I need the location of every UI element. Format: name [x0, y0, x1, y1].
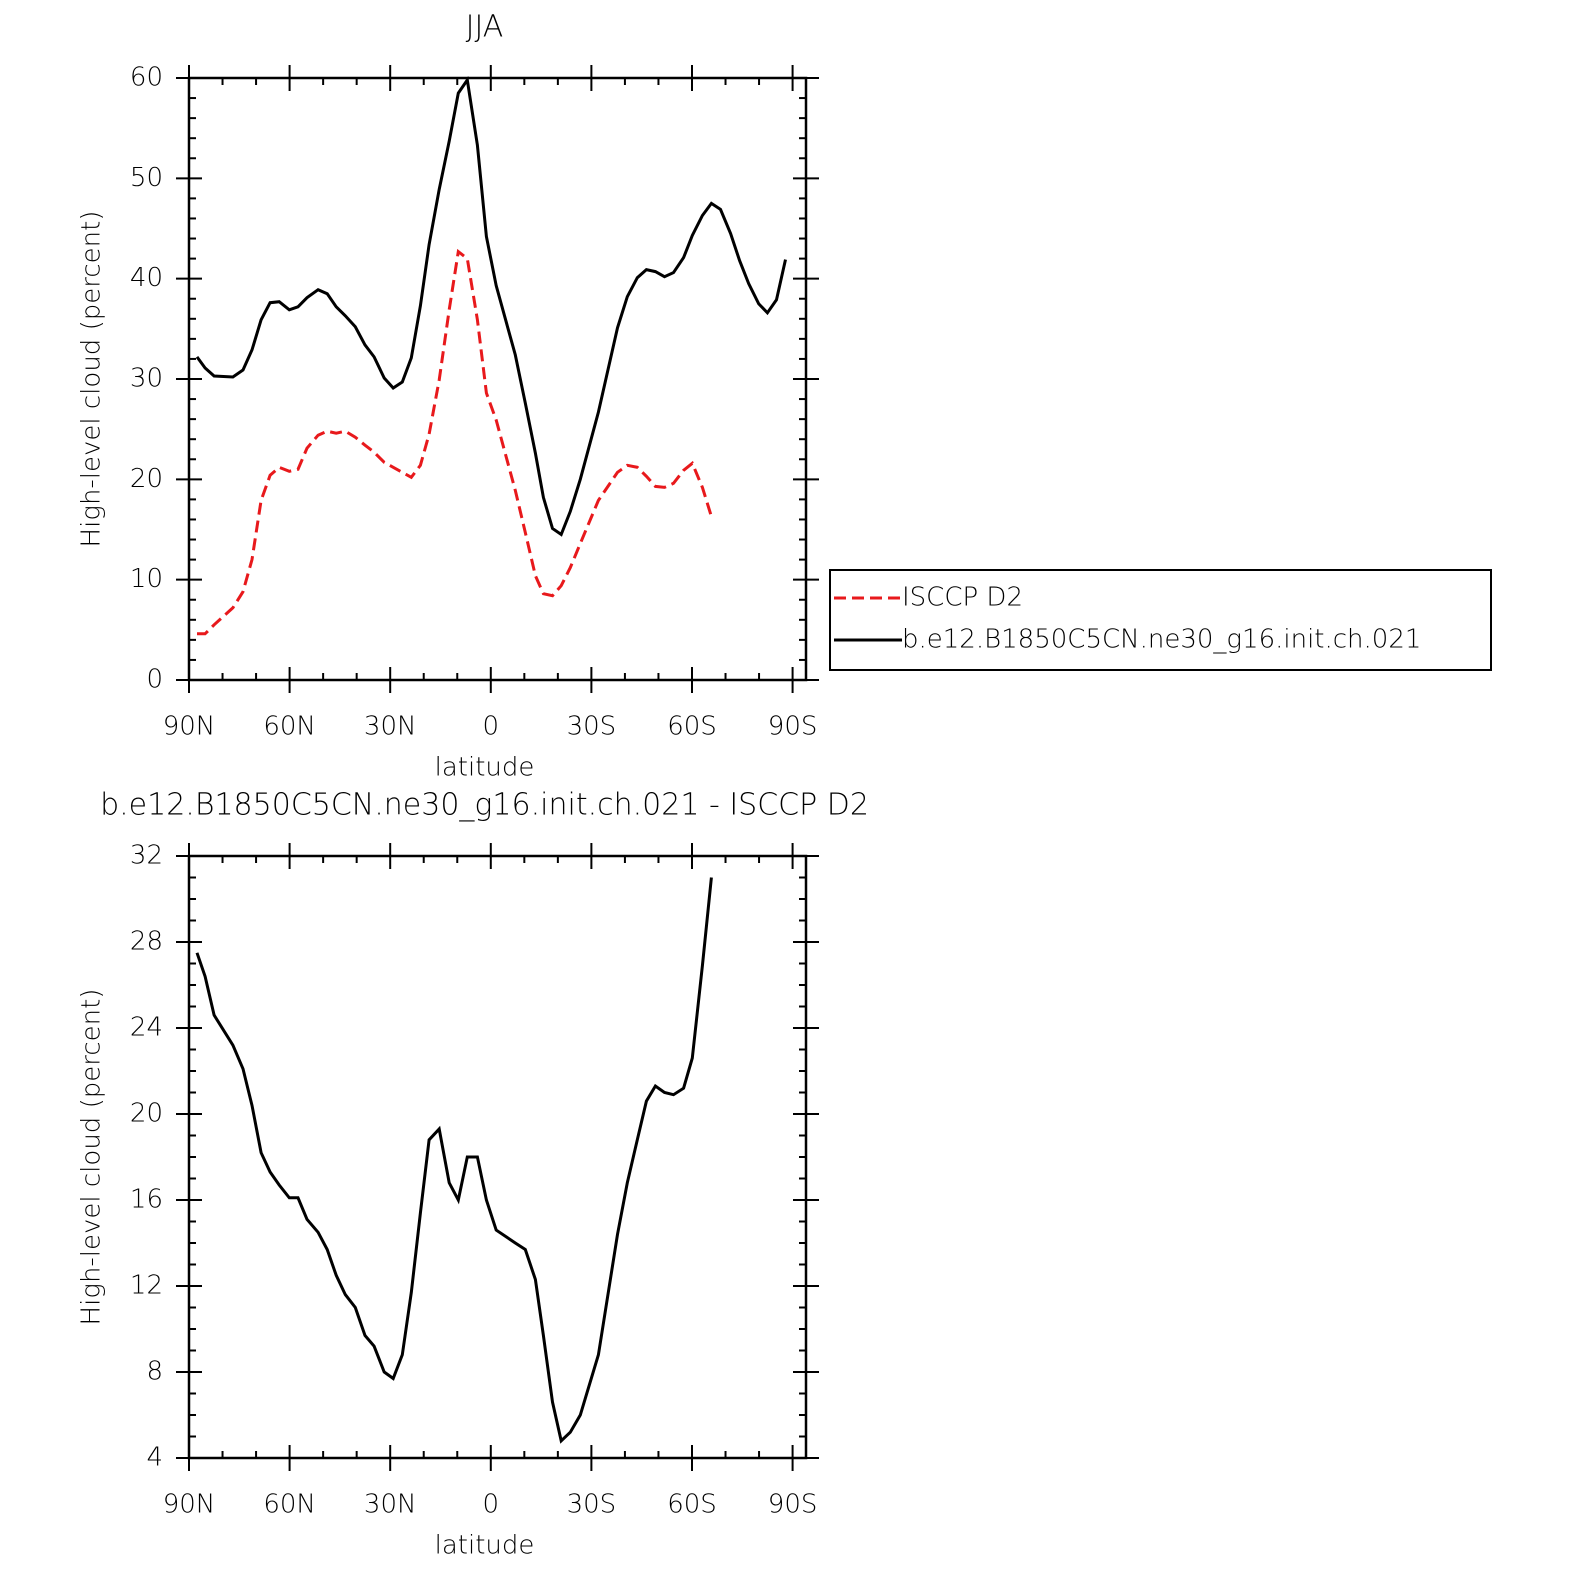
- y-tick-label: 30: [130, 364, 163, 394]
- y-tick-label: 0: [146, 665, 163, 695]
- plot-frame: [187, 76, 808, 682]
- y-tick-label: 24: [130, 1013, 163, 1043]
- y-tick-label: 10: [130, 564, 163, 594]
- x-tick-label: 0: [483, 1490, 500, 1520]
- x-axis-label: latitude: [435, 753, 535, 783]
- data-line: [195, 877, 713, 1444]
- x-tick-label: 60N: [263, 712, 316, 742]
- y-tick-label: 40: [130, 263, 163, 293]
- x-tick-label: 60S: [667, 1490, 717, 1520]
- x-tick-label: 30N: [364, 712, 417, 742]
- x-tick-label: 30S: [567, 1490, 617, 1520]
- chart-title: JJA: [466, 10, 504, 45]
- data-line: [197, 248, 713, 636]
- plot-frame: [187, 854, 808, 1460]
- y-tick-label: 50: [130, 163, 163, 193]
- y-tick-label: 8: [146, 1357, 163, 1387]
- x-tick-label: 0: [483, 712, 500, 742]
- x-tick-label: 90S: [768, 1490, 818, 1520]
- y-tick-label: 32: [130, 841, 163, 871]
- x-tick-label: 90N: [163, 712, 216, 742]
- y-tick-label: 28: [130, 927, 163, 957]
- y-tick-label: 20: [130, 464, 163, 494]
- x-tick-label: 30S: [567, 712, 617, 742]
- legend-box: [829, 569, 1492, 671]
- x-tick-label: 30N: [364, 1490, 417, 1520]
- x-tick-label: 90N: [163, 1490, 216, 1520]
- x-tick-label: 60N: [263, 1490, 316, 1520]
- y-axis-label: High-level cloud (percent): [77, 211, 107, 548]
- data-line: [195, 76, 787, 537]
- y-tick-label: 4: [146, 1443, 163, 1473]
- y-axis-label: High-level cloud (percent): [77, 989, 107, 1326]
- x-axis-label: latitude: [435, 1531, 535, 1561]
- y-tick-label: 20: [130, 1099, 163, 1129]
- x-tick-label: 90S: [768, 712, 818, 742]
- x-tick-label: 60S: [667, 712, 717, 742]
- y-tick-label: 12: [130, 1271, 163, 1301]
- legend-label: ISCCP D2: [902, 583, 1023, 613]
- y-tick-label: 60: [130, 63, 163, 93]
- y-tick-label: 16: [130, 1185, 163, 1215]
- chart-title: b.e12.B1850C5CN.ne30_g16.init.ch.021 - I…: [100, 788, 869, 823]
- legend-label: b.e12.B1850C5CN.ne30_g16.init.ch.021: [902, 625, 1421, 655]
